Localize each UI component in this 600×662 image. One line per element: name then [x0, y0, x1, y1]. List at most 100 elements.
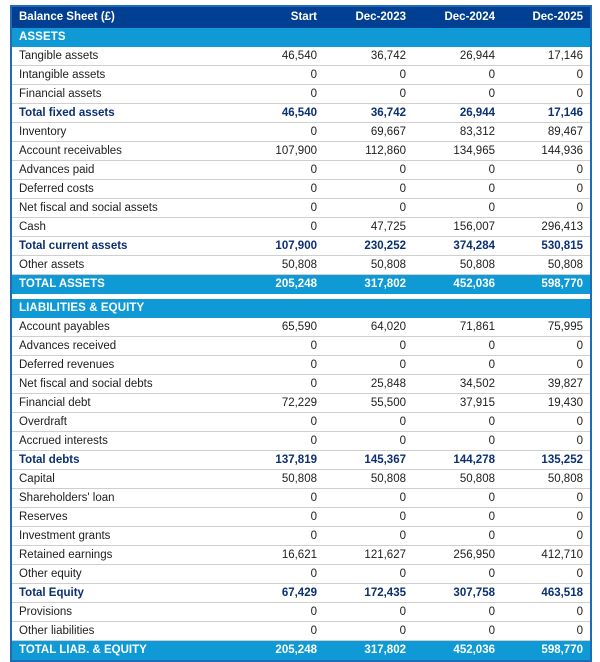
row-value-3: 530,815 [502, 236, 591, 256]
row-value-1: 0 [324, 507, 413, 527]
row-value-3: 0 [502, 564, 591, 584]
row-value-0: 0 [235, 84, 324, 104]
row-value-3: 75,995 [502, 318, 591, 337]
row-value-0: 205,248 [235, 640, 324, 661]
row-label: Deferred costs [11, 179, 235, 199]
row-value-3: 0 [502, 412, 591, 432]
row-value-1: 47,725 [324, 217, 413, 237]
row-label: Advances received [11, 336, 235, 356]
row-value-2: 374,284 [413, 236, 502, 256]
table-row: Inventory 0 69,667 83,312 89,467 [11, 122, 591, 142]
row-value-2: 37,915 [413, 393, 502, 413]
row-value-2: 144,278 [413, 450, 502, 470]
row-value-0: 107,900 [235, 141, 324, 161]
section-band-spacer-2 [413, 28, 502, 47]
row-label: Retained earnings [11, 545, 235, 565]
table-row: Other equity 0 0 0 0 [11, 564, 591, 584]
row-value-0: 46,540 [235, 47, 324, 66]
section-band-spacer-1 [324, 299, 413, 318]
row-value-2: 50,808 [413, 469, 502, 489]
row-label: Provisions [11, 602, 235, 622]
row-value-0: 107,900 [235, 236, 324, 256]
row-value-0: 0 [235, 122, 324, 142]
column-header-0: Start [235, 6, 324, 28]
column-header-3: Dec-2025 [502, 6, 591, 28]
row-value-3: 0 [502, 160, 591, 180]
row-value-2: 452,036 [413, 640, 502, 661]
row-value-1: 0 [324, 336, 413, 356]
table-header-row: Balance Sheet (£) Start Dec-2023 Dec-2024 De… [11, 6, 591, 28]
row-label: Inventory [11, 122, 235, 142]
row-value-3: 19,430 [502, 393, 591, 413]
row-value-3: 0 [502, 526, 591, 546]
table-row: Deferred costs 0 0 0 0 [11, 179, 591, 199]
column-header-2: Dec-2024 [413, 6, 502, 28]
row-value-1: 0 [324, 160, 413, 180]
row-value-3: 17,146 [502, 103, 591, 123]
section-band-spacer-0 [235, 299, 324, 318]
balance-sheet-container: Balance Sheet (£) Start Dec-2023 Dec-2024 De… [10, 5, 592, 662]
row-value-3: 0 [502, 65, 591, 85]
row-value-3: 598,770 [502, 274, 591, 294]
row-value-2: 0 [413, 355, 502, 375]
row-value-0: 0 [235, 336, 324, 356]
row-value-1: 50,808 [324, 469, 413, 489]
row-value-3: 0 [502, 621, 591, 641]
row-value-0: 0 [235, 355, 324, 375]
row-value-0: 137,819 [235, 450, 324, 470]
table-row: Net fiscal and social debts 0 25,848 34,502… [11, 374, 591, 394]
row-value-0: 0 [235, 160, 324, 180]
row-value-0: 0 [235, 621, 324, 641]
row-value-2: 0 [413, 412, 502, 432]
row-label: Other liabilities [11, 621, 235, 641]
row-value-1: 0 [324, 412, 413, 432]
row-value-2: 0 [413, 65, 502, 85]
row-value-2: 0 [413, 179, 502, 199]
row-value-1: 0 [324, 488, 413, 508]
row-label: Capital [11, 469, 235, 489]
section-gap-cell [11, 294, 591, 299]
table-row: Retained earnings 16,621 121,627 256,950 412… [11, 545, 591, 565]
row-label: Cash [11, 217, 235, 237]
row-value-3: 0 [502, 336, 591, 356]
row-label: Total current assets [11, 236, 235, 256]
row-value-1: 0 [324, 602, 413, 622]
row-value-2: 0 [413, 431, 502, 451]
row-label: Reserves [11, 507, 235, 527]
table-row: Accrued interests 0 0 0 0 [11, 431, 591, 451]
section-band-spacer-0 [235, 28, 324, 47]
row-value-1: 0 [324, 621, 413, 641]
table-row: Account receivables 107,900 112,860 134,965… [11, 141, 591, 161]
row-value-3: 17,146 [502, 47, 591, 66]
row-value-1: 317,802 [324, 640, 413, 661]
row-value-2: 0 [413, 564, 502, 584]
row-label: Net fiscal and social debts [11, 374, 235, 394]
row-value-2: 71,861 [413, 318, 502, 337]
row-label: Tangible assets [11, 47, 235, 66]
table-row: Other liabilities 0 0 0 0 [11, 621, 591, 641]
row-value-0: 67,429 [235, 583, 324, 603]
row-value-2: 307,758 [413, 583, 502, 603]
row-value-2: 0 [413, 198, 502, 218]
row-value-0: 50,808 [235, 469, 324, 489]
row-value-3: 0 [502, 355, 591, 375]
row-label: Intangible assets [11, 65, 235, 85]
table-row: Deferred revenues 0 0 0 0 [11, 355, 591, 375]
section-band-label: LIABILITIES & EQUITY [11, 299, 235, 318]
row-value-0: 0 [235, 217, 324, 237]
row-label: Investment grants [11, 526, 235, 546]
row-label: Account payables [11, 318, 235, 337]
row-value-1: 230,252 [324, 236, 413, 256]
row-label: Other assets [11, 255, 235, 275]
row-value-0: 46,540 [235, 103, 324, 123]
row-value-1: 0 [324, 84, 413, 104]
row-value-1: 0 [324, 179, 413, 199]
row-value-1: 64,020 [324, 318, 413, 337]
row-label: Other equity [11, 564, 235, 584]
row-value-1: 0 [324, 564, 413, 584]
section-band-spacer-3 [502, 28, 591, 47]
row-label: TOTAL LIAB. & EQUITY [11, 640, 235, 661]
section-band-spacer-3 [502, 299, 591, 318]
row-value-2: 83,312 [413, 122, 502, 142]
table-row: Financial assets 0 0 0 0 [11, 84, 591, 104]
